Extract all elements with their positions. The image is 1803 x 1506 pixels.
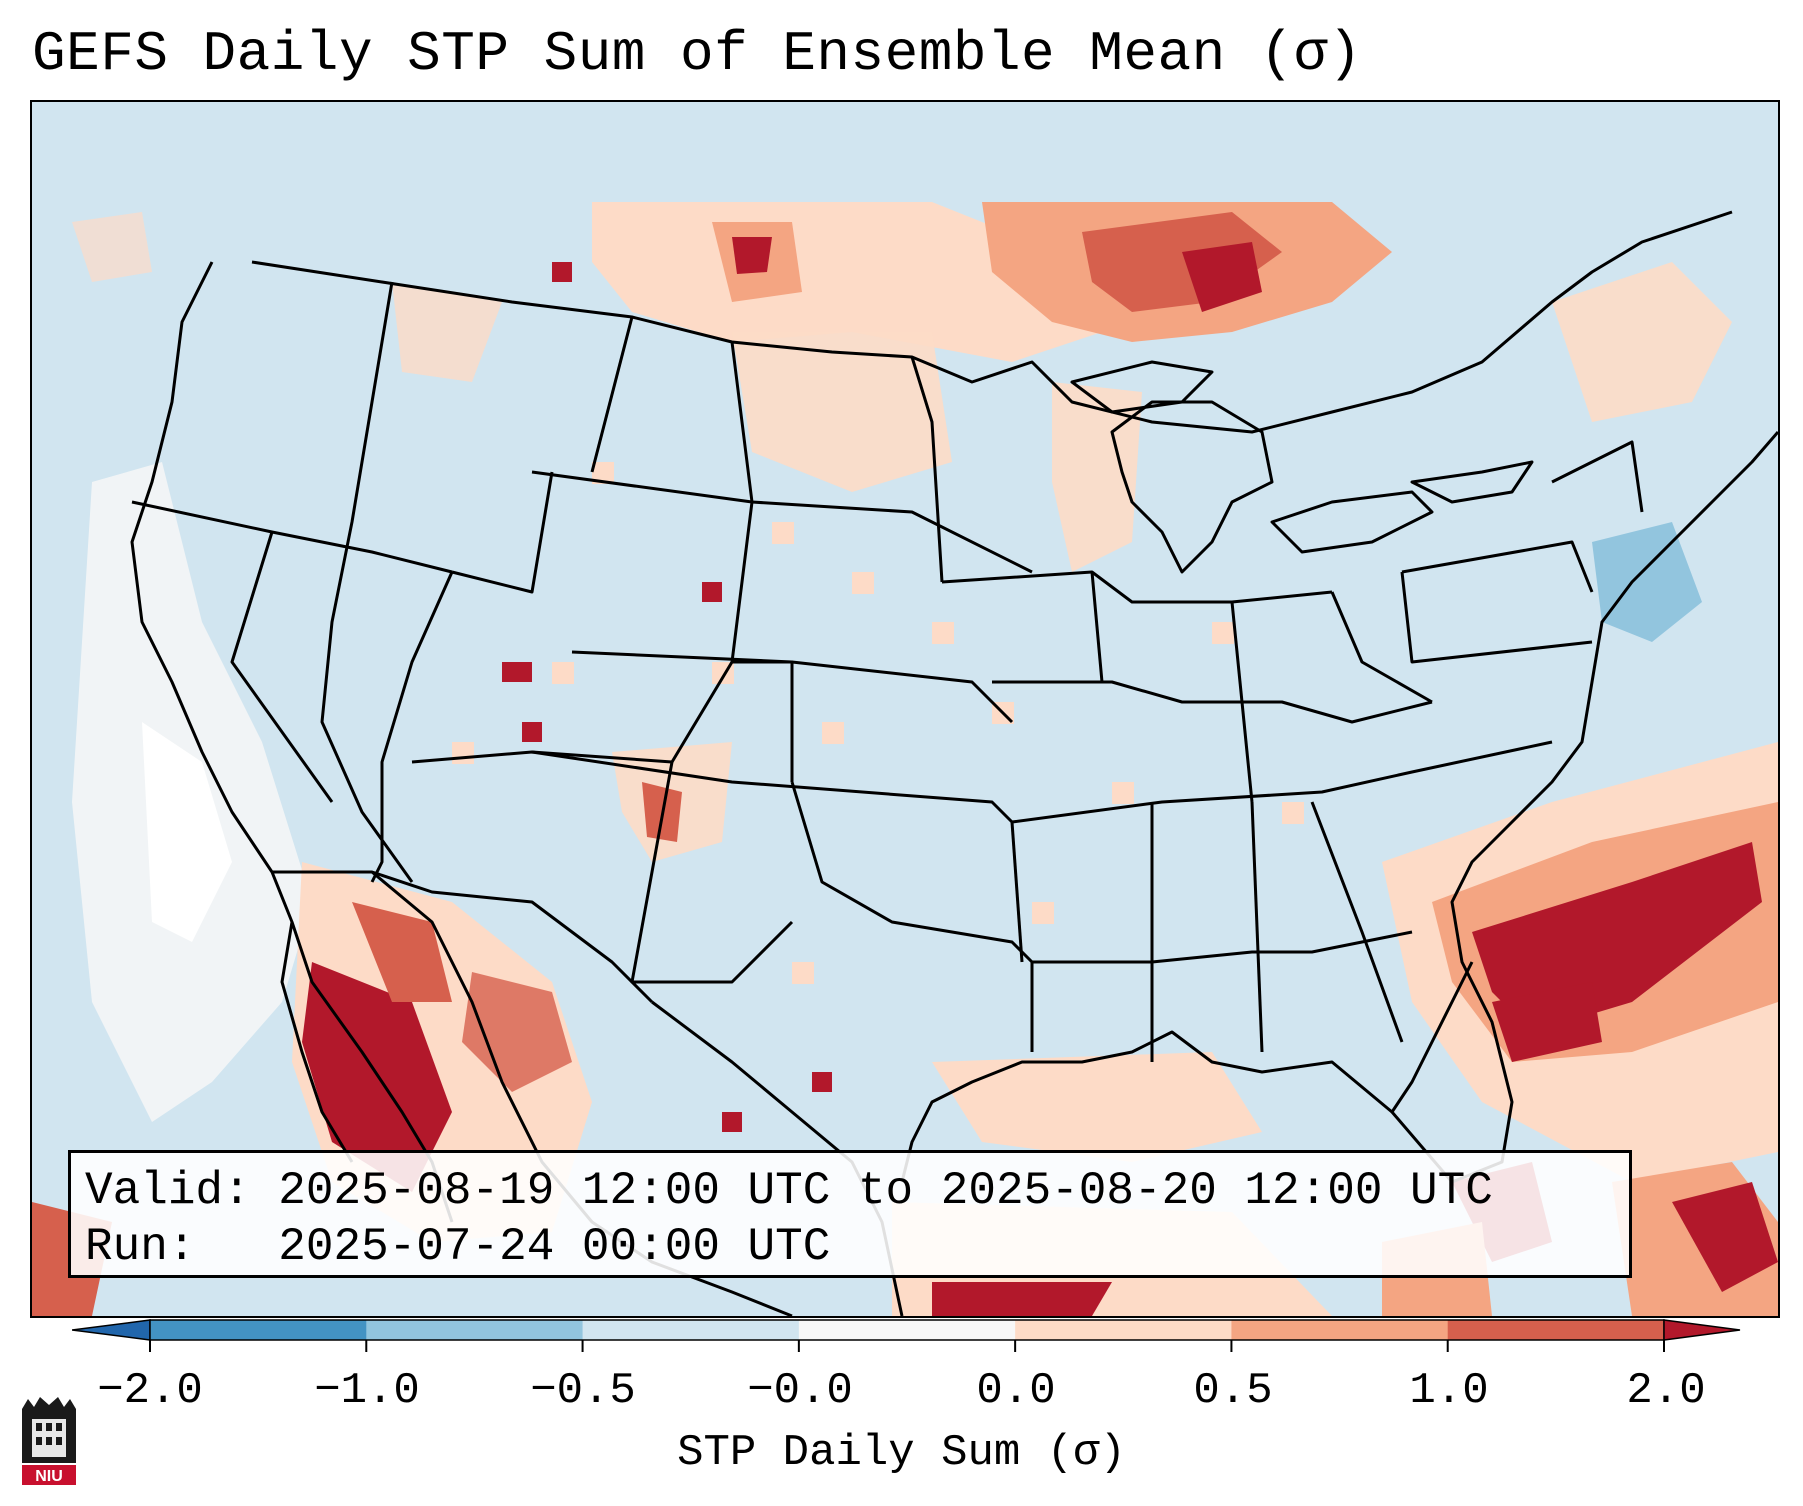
colorbar-segment <box>582 1320 800 1340</box>
anomaly-field <box>32 202 1778 1316</box>
colorbar-segment <box>366 1320 584 1340</box>
valid-run-infobox: Valid: 2025-08-19 12:00 UTC to 2025-08-2… <box>68 1150 1632 1278</box>
tick-label: 0.5 <box>1193 1366 1273 1416</box>
colorbar-segment <box>150 1320 367 1340</box>
west-coast <box>130 261 354 1163</box>
colorbar-extend-low <box>72 1319 151 1341</box>
logo-text: NIU <box>35 1468 63 1485</box>
tick-label: −2.0 <box>97 1366 203 1416</box>
run-label: Run: <box>85 1221 196 1273</box>
colorbar-segment <box>798 1320 1016 1340</box>
valid-label: Valid: <box>85 1165 251 1217</box>
colorbar-extend-high <box>1663 1319 1741 1341</box>
map-panel[interactable] <box>30 100 1780 1318</box>
colorbar-segment <box>1231 1320 1449 1340</box>
valid-value: 2025-08-19 12:00 UTC to 2025-08-20 12:00… <box>278 1165 1493 1217</box>
gulf-atlantic-coast <box>900 431 1778 1184</box>
tick-label: −0.5 <box>530 1366 636 1416</box>
tick-label: 1.0 <box>1409 1366 1489 1416</box>
run-value: 2025-07-24 00:00 UTC <box>278 1221 831 1273</box>
page-title: GEFS Daily STP Sum of Ensemble Mean (σ) <box>32 22 1363 86</box>
niu-logo: NIU <box>22 1397 76 1485</box>
colorbar-segment <box>1447 1320 1665 1340</box>
lake-michigan-region <box>1110 400 1274 574</box>
tick-label: 2.0 <box>1626 1366 1706 1416</box>
map-canvas <box>32 202 1778 1316</box>
tick-label: −0.0 <box>747 1366 853 1416</box>
tick-label: 0.0 <box>976 1366 1056 1416</box>
colorbar-title: STP Daily Sum (σ) <box>677 1428 1126 1478</box>
colorbar <box>72 1319 1741 1352</box>
boundaries <box>130 210 1778 1316</box>
tick-label: −1.0 <box>314 1366 420 1416</box>
colorbar-segments <box>149 1319 1665 1341</box>
colorbar-ticks <box>149 1340 1665 1352</box>
colorbar-segment <box>1015 1320 1232 1340</box>
mexico-border <box>272 870 654 1004</box>
